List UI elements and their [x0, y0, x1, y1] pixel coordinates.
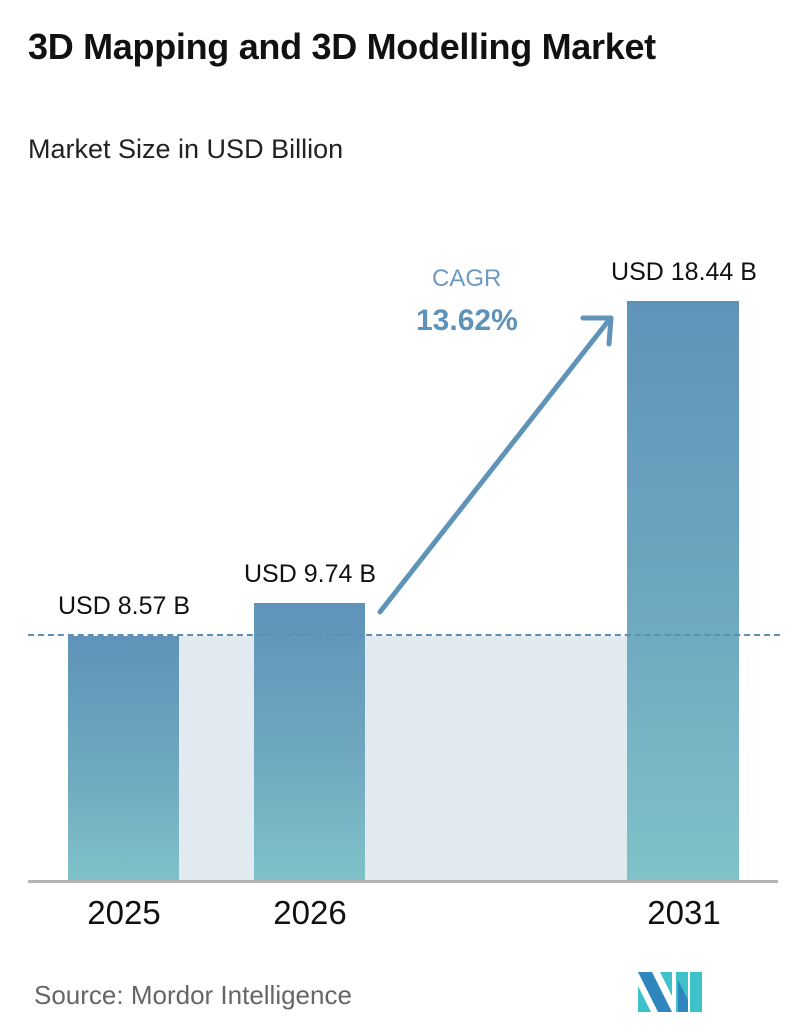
chart-title: 3D Mapping and 3D Modelling Market: [28, 26, 656, 67]
x-label-2031: 2031: [647, 894, 721, 931]
band-2025-2026: [178, 636, 254, 880]
reference-line: [28, 634, 780, 636]
x-axis-baseline: [28, 880, 778, 883]
source-text: Source: Mordor Intelligence: [34, 980, 352, 1010]
value-label-2026: USD 9.74 B: [243, 560, 376, 588]
bar-2025: [68, 636, 179, 880]
cagr-value: 13.62%: [416, 304, 518, 337]
x-label-2026: 2026: [273, 894, 347, 931]
value-label-2025: USD 8.57 B: [57, 592, 190, 620]
cagr-label: CAGR: [432, 265, 502, 292]
chart-subtitle: Market Size in USD Billion: [28, 134, 344, 164]
mordor-intelligence-logo-icon: [638, 972, 702, 1012]
band-2026-2031: [365, 636, 627, 880]
bar-2026: [254, 603, 365, 880]
bar-2031: [627, 301, 739, 880]
x-label-2025: 2025: [87, 894, 161, 931]
value-label-2031: USD 18.44 B: [611, 258, 757, 286]
